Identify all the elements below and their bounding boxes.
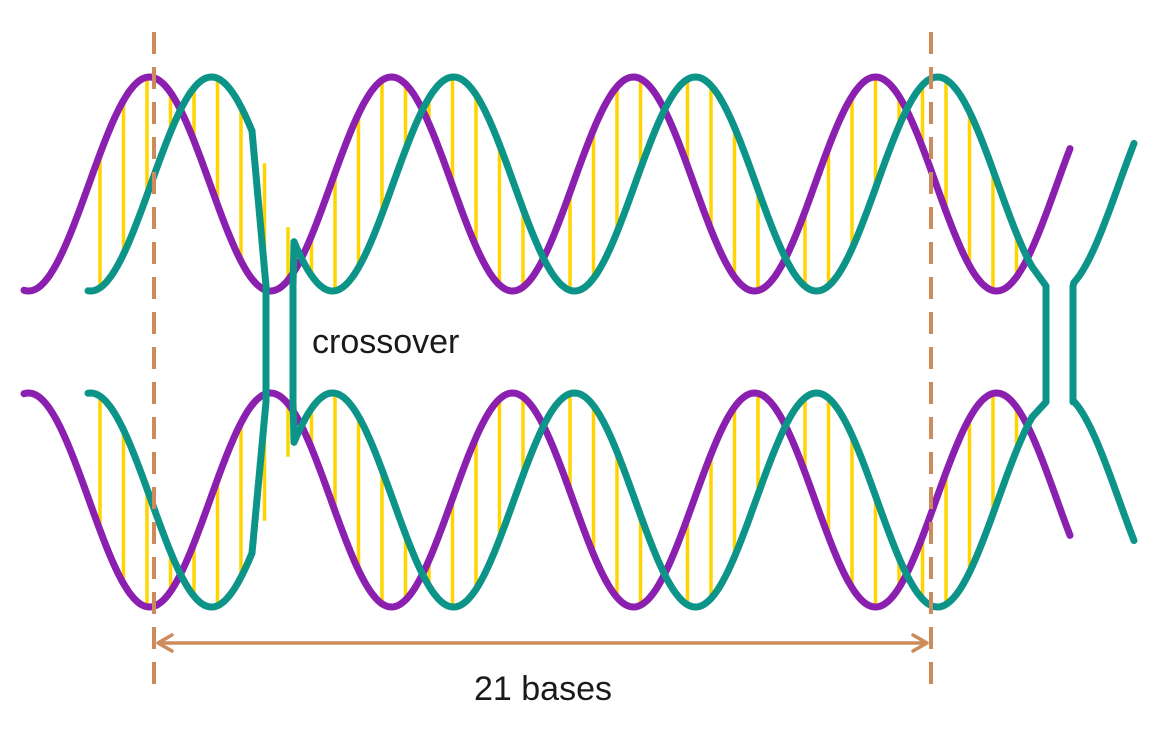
top-helix-teal-strand-middle bbox=[290, 73, 1036, 295]
top-helix-teal-strand-left bbox=[84, 73, 256, 295]
arrowhead-right-icon bbox=[911, 633, 929, 653]
arrowhead-left-icon bbox=[156, 633, 174, 653]
right-crossover-strand-a bbox=[1028, 263, 1050, 421]
bottom-helix-purple-strand bbox=[20, 389, 1074, 611]
spacing-label: 21 bases bbox=[474, 670, 612, 708]
crossover-label: crossover bbox=[312, 323, 459, 361]
crossover-connectors bbox=[248, 127, 1078, 557]
top-helix bbox=[20, 73, 1138, 295]
dimension-arrow bbox=[156, 633, 929, 653]
bottom-helix-teal-strand-left bbox=[84, 389, 256, 611]
left-crossover-strand-b bbox=[289, 238, 298, 446]
top-helix-purple-strand bbox=[20, 73, 1074, 295]
spacing-guides bbox=[152, 32, 933, 684]
bottom-helix-teal-strand-right bbox=[1070, 398, 1138, 545]
top-helix-base-pairs bbox=[98, 77, 1019, 291]
left-crossover-strand-a bbox=[248, 127, 270, 557]
bottom-helix bbox=[20, 389, 1138, 611]
bottom-helix-base-pairs bbox=[98, 393, 1019, 607]
top-helix-teal-strand-right bbox=[1070, 139, 1138, 286]
right-crossover-strand-b bbox=[1069, 279, 1078, 406]
bottom-helix-teal-strand-middle bbox=[290, 389, 1036, 611]
